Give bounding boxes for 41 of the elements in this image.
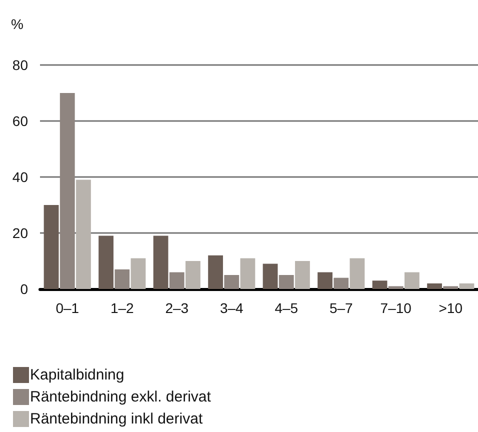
bar bbox=[224, 275, 240, 289]
bar bbox=[169, 272, 184, 289]
bar bbox=[388, 286, 404, 289]
bar bbox=[153, 236, 168, 289]
bar bbox=[404, 272, 420, 289]
bar bbox=[459, 283, 474, 289]
y-tick-label: 40 bbox=[12, 169, 28, 185]
bar bbox=[372, 280, 388, 289]
bar bbox=[443, 286, 458, 289]
legend-label: Kapitalbidning bbox=[30, 366, 124, 384]
y-tick-label: 80 bbox=[12, 57, 28, 73]
bar bbox=[262, 264, 278, 289]
x-tick-label: 4–5 bbox=[274, 300, 298, 316]
bar bbox=[427, 283, 442, 289]
bar bbox=[130, 258, 146, 289]
y-tick-label: 0 bbox=[20, 281, 28, 297]
x-tick-label: 0–1 bbox=[56, 300, 80, 316]
x-tick-label: 2–3 bbox=[165, 300, 189, 316]
bar bbox=[240, 258, 256, 289]
x-tick-label: 3–4 bbox=[220, 300, 244, 316]
bar bbox=[318, 272, 332, 289]
legend-label: Räntebindning exkl. derivat bbox=[30, 388, 212, 406]
bar bbox=[60, 93, 75, 289]
x-tick-label: 7–10 bbox=[380, 300, 412, 316]
bar bbox=[334, 278, 349, 289]
legend-label: Räntebindning inkl derivat bbox=[30, 410, 204, 428]
bar bbox=[114, 269, 130, 289]
bar bbox=[350, 258, 365, 289]
bar bbox=[208, 255, 223, 289]
bar bbox=[76, 180, 91, 289]
x-tick-label: >10 bbox=[438, 300, 463, 316]
bar bbox=[44, 205, 59, 289]
bar bbox=[186, 261, 200, 289]
x-tick-label: 5–7 bbox=[329, 300, 354, 316]
bar bbox=[295, 261, 310, 289]
y-tick-label: 60 bbox=[12, 113, 28, 129]
bar bbox=[278, 275, 294, 289]
y-tick-label: 20 bbox=[12, 225, 28, 241]
bar bbox=[98, 236, 114, 289]
y-axis-title: % bbox=[11, 16, 24, 32]
x-tick-label: 1–2 bbox=[110, 300, 134, 316]
